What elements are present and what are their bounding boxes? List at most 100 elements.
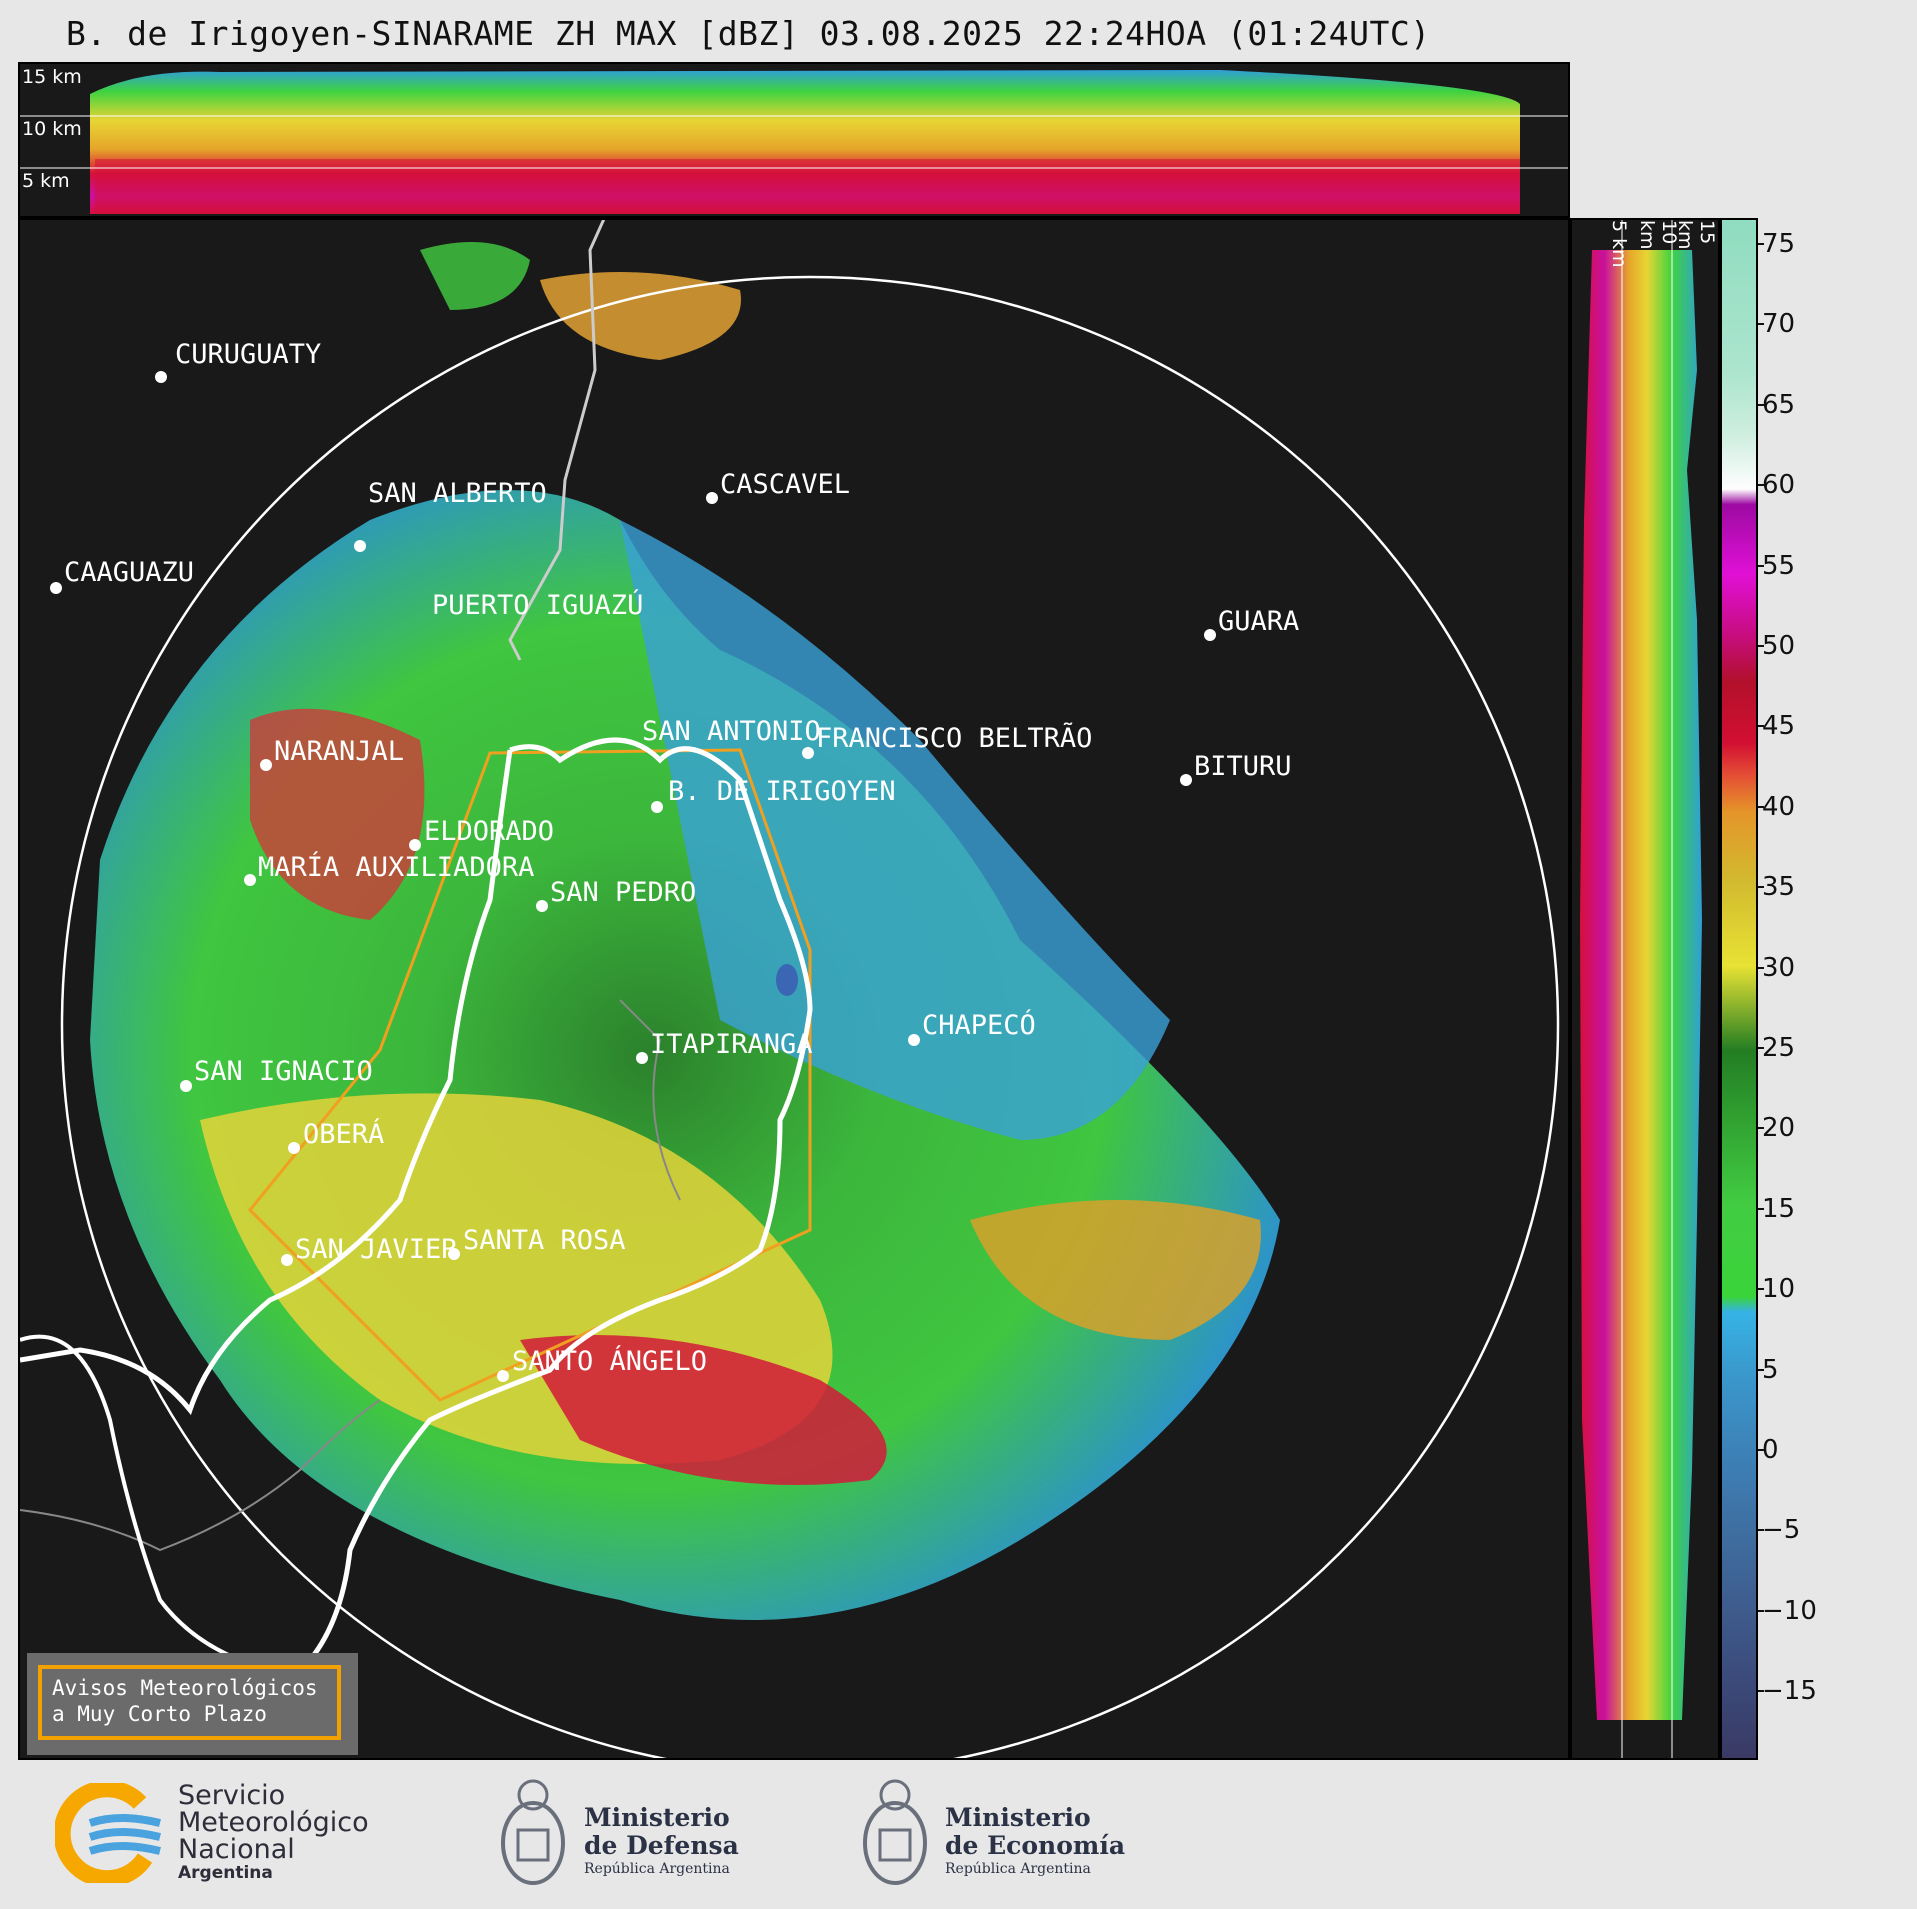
- city-label: NARANJAL: [274, 736, 404, 767]
- colorbar-tick: [1758, 1127, 1764, 1130]
- colorbar-tick: [1758, 886, 1764, 889]
- colorbar-tick-label: −15: [1762, 1676, 1817, 1707]
- echo-region-magenta: [250, 708, 425, 920]
- colorbar-tick-label: 35: [1762, 872, 1796, 903]
- city-label: SAN ANTONIO: [642, 716, 821, 747]
- city-label: MARÍA AUXILIADORA: [258, 851, 534, 883]
- city-dot: [155, 371, 167, 383]
- province-border-gray: [20, 1399, 381, 1552]
- economia-line-3: República Argentina: [945, 1861, 1091, 1877]
- city-dot: [354, 540, 366, 552]
- defensa-line-2: de Defensa: [584, 1831, 739, 1860]
- city-label: SAN IGNACIO: [194, 1056, 373, 1087]
- city-label: CAAGUAZU: [64, 557, 194, 588]
- colorbar-tick: [1758, 805, 1764, 808]
- economia-line-2: de Economía: [945, 1831, 1126, 1860]
- colorbar-tick-label: −5: [1762, 1515, 1801, 1546]
- colorbar-tick: [1758, 725, 1764, 728]
- warning-line-1: Avisos Meteorológicos: [52, 1676, 318, 1700]
- colorbar-tick: [1758, 564, 1764, 567]
- echo-north: [540, 272, 741, 360]
- km-label-5: 5 km: [22, 170, 70, 192]
- city-dot: [908, 1034, 920, 1046]
- side-km-label-5: 5 km: [1608, 220, 1630, 268]
- city-label: SAN PEDRO: [550, 877, 696, 908]
- city-label: SAN ALBERTO: [368, 478, 547, 509]
- colorbar-tick: [1758, 1047, 1764, 1049]
- colorbar-tick-label: 15: [1762, 1193, 1796, 1224]
- km-label-15: 15 km: [22, 66, 82, 88]
- city-label: CHAPECÓ: [922, 1009, 1036, 1041]
- city-dot: [281, 1254, 293, 1266]
- defensa-line-3: República Argentina: [584, 1861, 730, 1877]
- economia-name: Ministerio de Economía República Argenti…: [945, 1804, 1125, 1878]
- warning-box[interactable]: Avisos Meteorológicos a Muy Corto Plazo: [27, 1653, 358, 1755]
- colorbar-tick-label: 70: [1762, 309, 1796, 340]
- city-dot: [651, 801, 663, 813]
- country-border-black: [20, 1334, 241, 1662]
- colorbar-tick-label: 25: [1762, 1033, 1796, 1063]
- city-label: OBERÁ: [303, 1118, 384, 1150]
- city-dot: [1204, 629, 1216, 641]
- city-dot: [448, 1248, 460, 1260]
- echo-region-red2: [970, 1200, 1261, 1340]
- economia-line-1: Ministerio: [945, 1803, 1091, 1832]
- colorbar-tick: [1758, 1449, 1764, 1451]
- colorbar-tick: [1758, 1529, 1764, 1532]
- city-dot: [50, 582, 62, 594]
- city-label: CASCAVEL: [720, 469, 850, 500]
- city-dot: [180, 1080, 192, 1092]
- economia-seal-icon: [863, 1779, 927, 1885]
- colorbar-tick-label: 40: [1762, 791, 1796, 822]
- warning-line-2: a Muy Corto Plazo: [52, 1702, 267, 1726]
- smn-line-1: Servicio: [178, 1780, 286, 1811]
- defensa-name: Ministerio de Defensa República Argentin…: [584, 1804, 739, 1878]
- colorbar-tick: [1758, 243, 1764, 245]
- smn-line-2: Meteorológico: [178, 1807, 369, 1838]
- city-dot: [497, 1370, 509, 1382]
- colorbar-tick-label: 55: [1762, 550, 1796, 581]
- warning-box-frame[interactable]: Avisos Meteorológicos a Muy Corto Plazo: [38, 1665, 341, 1740]
- range-ring: [60, 275, 1560, 1758]
- colorbar-tick: [1758, 1690, 1764, 1693]
- city-layer: CURUGUATY SAN ALBERTO CASCAVEL CAAGUAZU GUAR…: [50, 339, 1299, 1382]
- smn-line-3: Nacional: [178, 1834, 295, 1865]
- colorbar-tick-label: 75: [1762, 229, 1796, 259]
- border-line: [508, 220, 606, 661]
- border-line-white-2: [20, 749, 513, 1416]
- colorbar-tick-label: 65: [1762, 389, 1796, 420]
- colorbar: [1720, 218, 1758, 1760]
- colorbar-tick-label: 0: [1762, 1435, 1779, 1465]
- city-dot: [802, 747, 814, 759]
- colorbar-tick: [1758, 1207, 1764, 1210]
- echo-region-red: [520, 1335, 887, 1485]
- colorbar-tick: [1758, 1609, 1764, 1612]
- city-label: GUARA: [1218, 606, 1299, 637]
- city-dot: [636, 1052, 648, 1064]
- city-label: CURUGUATY: [175, 339, 321, 370]
- city-label: PUERTO IGUAZÚ: [432, 589, 643, 621]
- colorbar-tick-label: 50: [1762, 631, 1796, 661]
- colorbar-tick: [1758, 1368, 1764, 1371]
- colorbar-tick: [1758, 403, 1764, 406]
- chart-title: B. de Irigoyen-SINARAME ZH MAX [dBZ] 03.…: [66, 14, 1431, 53]
- colorbar-tick: [1758, 1288, 1764, 1291]
- province-border-gray-2: [619, 999, 681, 1201]
- colorbar-tick-label: 30: [1762, 952, 1796, 983]
- side-km-label-15: 15 km: [1674, 220, 1718, 250]
- city-label: ITAPIRANGA: [650, 1029, 813, 1060]
- city-dot: [1180, 774, 1192, 786]
- side-cross-section-panel: 5 km 10 km 15 km: [1570, 218, 1720, 1760]
- echo-region-blue: [620, 520, 1170, 1140]
- defensa-seal-icon: [501, 1779, 565, 1885]
- top-cross-section-plot: [20, 70, 1568, 214]
- colorbar-tick-label: 10: [1762, 1274, 1796, 1305]
- top-cross-section-panel: 15 km 10 km 5 km: [18, 62, 1570, 218]
- colorbar-tick: [1758, 484, 1764, 487]
- colorbar-tick: [1758, 966, 1764, 969]
- city-dot: [288, 1142, 300, 1154]
- km-label-10: 10 km: [22, 118, 82, 140]
- city-dot: [260, 759, 272, 771]
- city-label: BITURU: [1194, 751, 1292, 782]
- radar-site-marker: [776, 964, 798, 996]
